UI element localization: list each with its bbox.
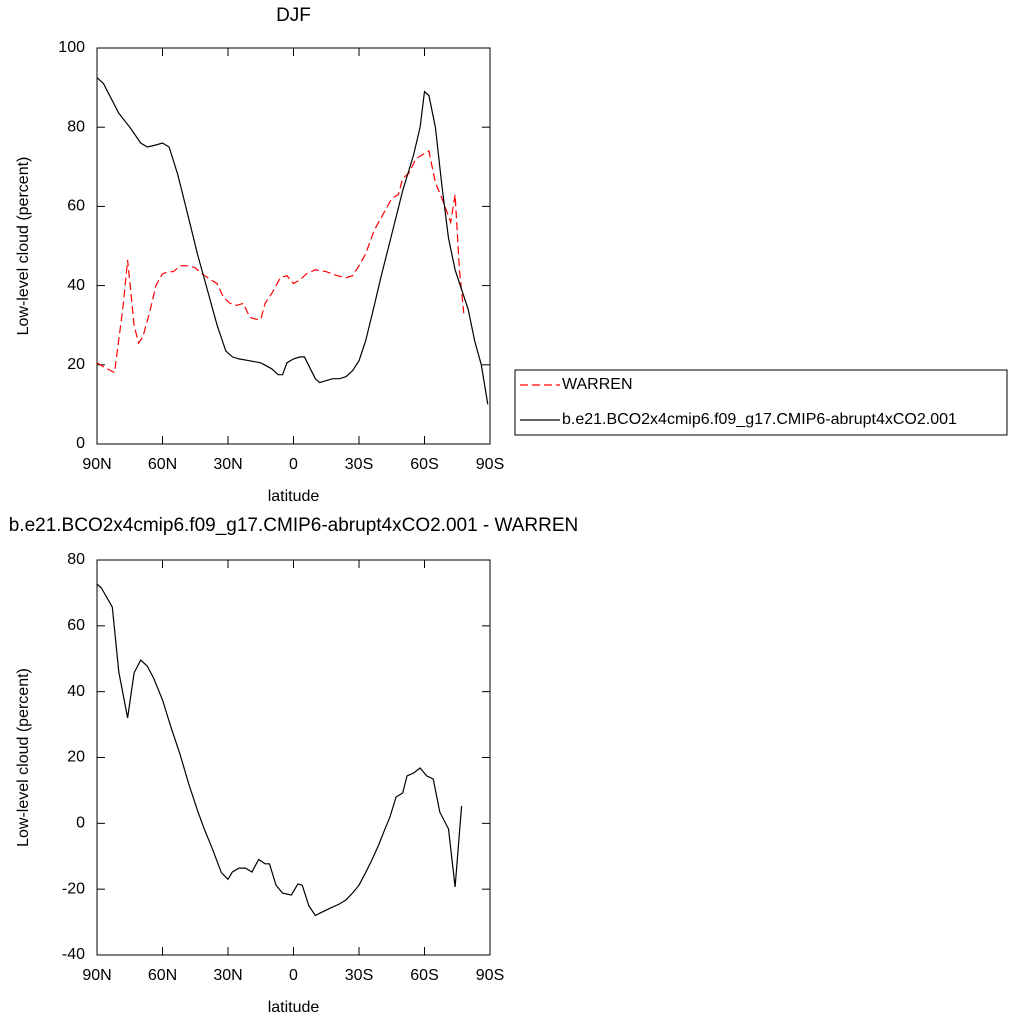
x-tick-label: 60N [148,456,177,473]
y-tick-label: 20 [67,356,85,373]
legend-label: b.e21.BCO2x4cmip6.f09_g17.CMIP6-abrupt4x… [562,411,957,428]
y-tick-label: 0 [76,435,85,452]
x-tick-label: 30N [213,456,242,473]
x-tick-label: 30S [345,456,373,473]
x-axis-label: latitude [268,488,320,505]
x-tick-label: 90S [476,967,504,984]
x-tick-label: 60S [410,456,438,473]
y-tick-label: 60 [67,617,85,634]
data-line [96,150,465,374]
x-tick-label: 90N [82,967,111,984]
x-tick-label: 90N [82,456,111,473]
chart-title: b.e21.BCO2x4cmip6.f09_g17.CMIP6-abrupt4x… [9,515,579,536]
chart-title: DJF [276,5,311,26]
y-axis-label: Low-level cloud (percent) [15,668,32,847]
x-tick-label: 30N [213,967,242,984]
y-tick-label: 80 [67,118,85,135]
x-tick-label: 90S [476,456,504,473]
x-tick-label: 60S [410,967,438,984]
legend-label: WARREN [562,376,633,393]
data-line [96,77,489,405]
y-tick-label: 80 [67,551,85,568]
legend-box [514,369,1008,436]
data-line [96,583,463,917]
y-tick-label: 40 [67,683,85,700]
x-tick-label: 0 [289,967,298,984]
x-tick-label: 60N [148,967,177,984]
y-tick-label: 0 [76,815,85,832]
y-tick-label: -40 [62,946,85,963]
x-tick-label: 0 [289,456,298,473]
y-tick-label: 100 [58,39,85,56]
y-tick-label: 20 [67,749,85,766]
y-tick-label: -20 [62,880,85,897]
y-tick-label: 60 [67,198,85,215]
y-axis-label: Low-level cloud (percent) [15,157,32,336]
x-tick-label: 30S [345,967,373,984]
y-tick-label: 40 [67,277,85,294]
x-axis-label: latitude [268,999,320,1016]
plot-frame [96,559,491,956]
